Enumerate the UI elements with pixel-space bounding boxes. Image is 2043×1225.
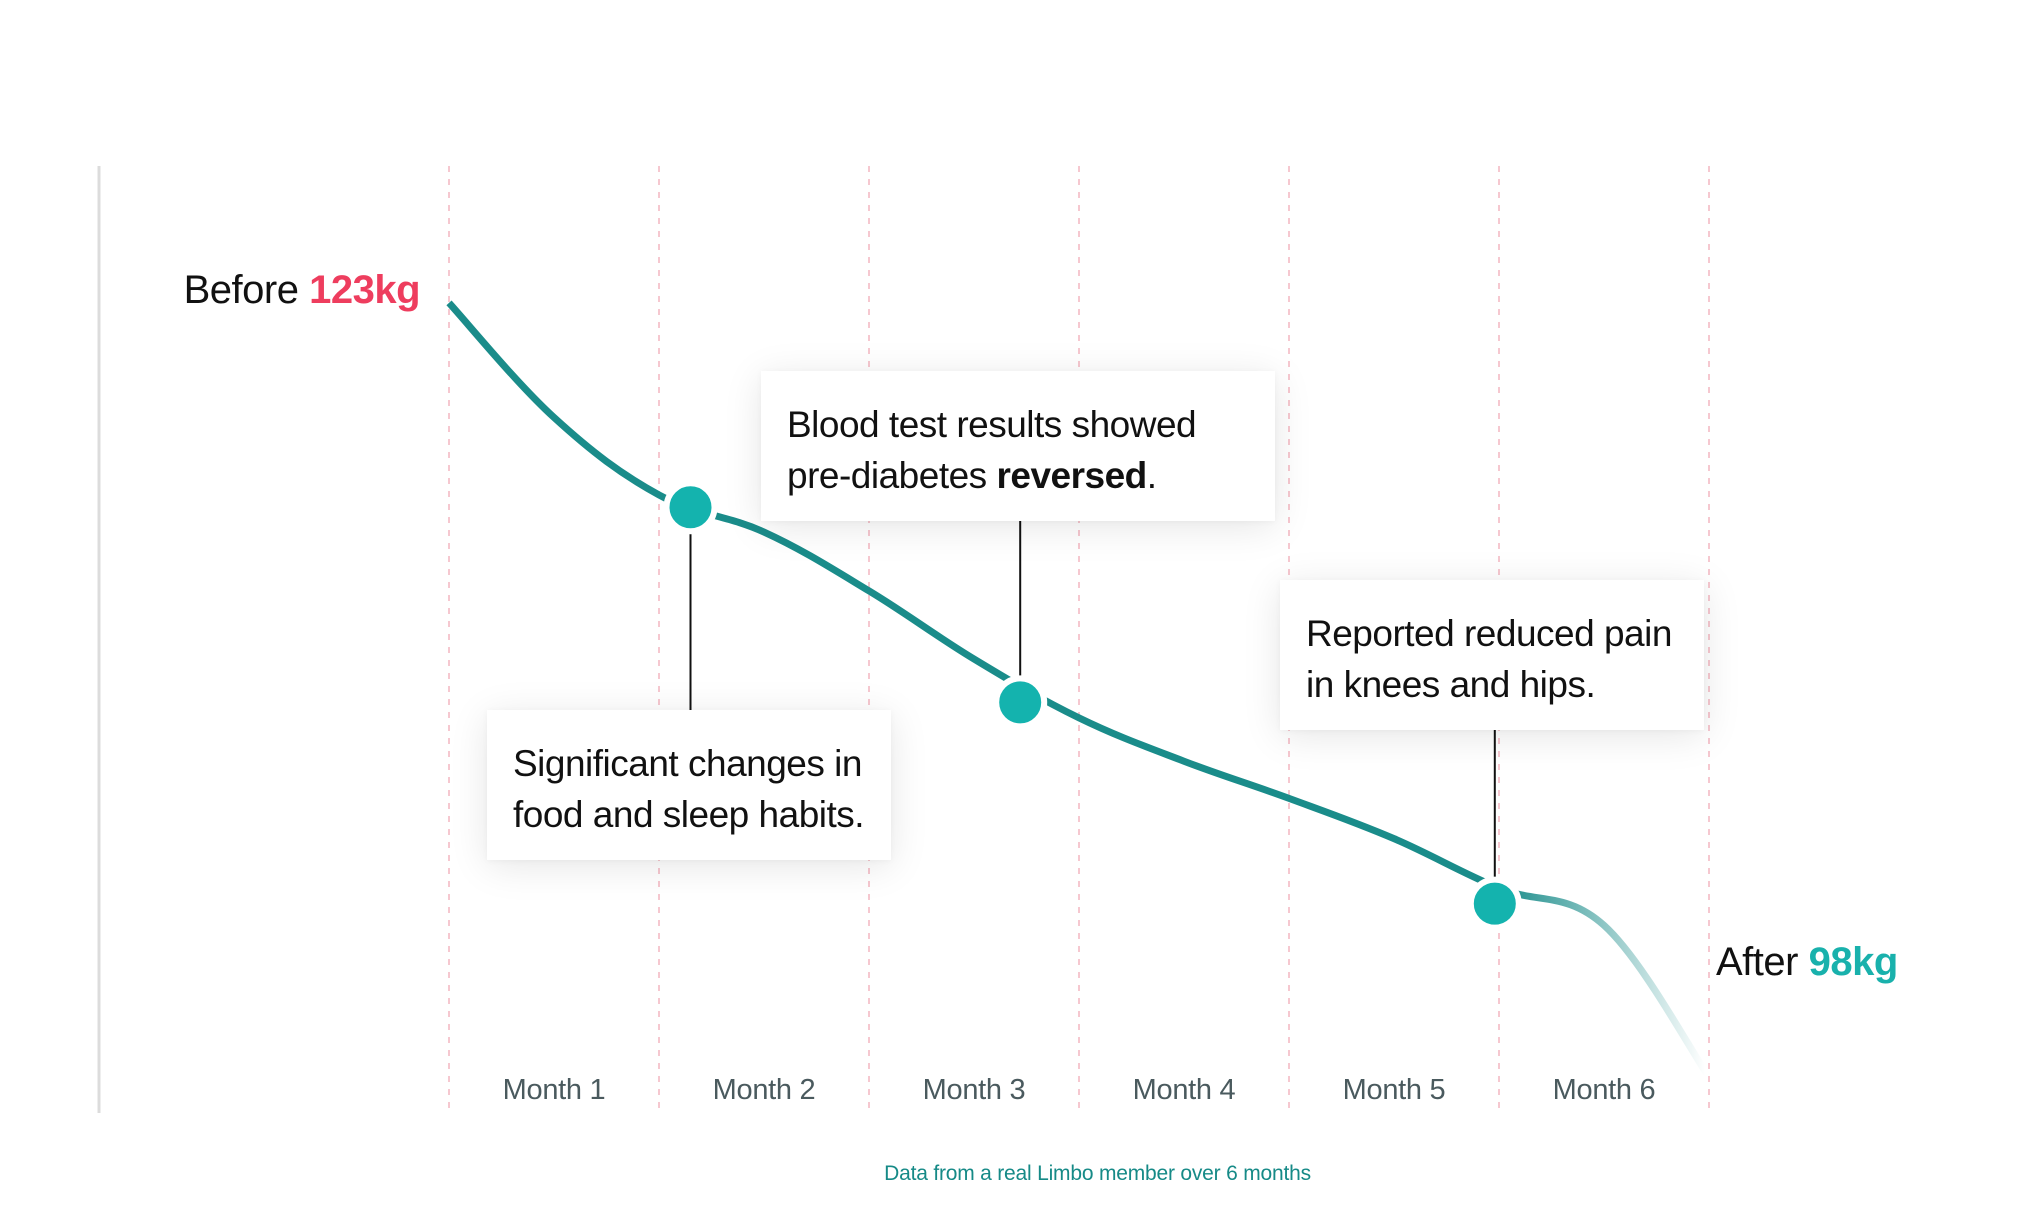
callout-habits: Significant changes in food and sleep ha… [487, 710, 891, 860]
callout-blood-test-suffix: . [1146, 455, 1157, 496]
x-tick-month-2: Month 2 [712, 1074, 816, 1106]
callout-blood-test: Blood test results showed pre-diabetes r… [761, 371, 1275, 521]
callout-blood-test-bold: reversed [996, 455, 1147, 496]
after-value: 98kg [1808, 940, 1899, 984]
before-prefix: Before [183, 268, 310, 312]
x-tick-month-5: Month 5 [1342, 1074, 1446, 1106]
before-value: 123kg [309, 268, 420, 312]
callout-blood-test-line2: pre-diabetes [787, 455, 997, 496]
callout-habits-line2: food and sleep habits. [513, 794, 865, 835]
x-tick-month-6: Month 6 [1552, 1074, 1656, 1106]
callout-blood-test-line1: Blood test results showed [787, 404, 1197, 445]
after-label: After 98kg [1716, 940, 1898, 985]
x-tick-month-4: Month 4 [1132, 1074, 1236, 1106]
before-label: Before 123kg [183, 268, 421, 313]
callout-habits-line1: Significant changes in [513, 743, 862, 784]
callout-pain-line2: in knees and hips. [1306, 664, 1596, 705]
callout-pain-line1: Reported reduced pain [1306, 613, 1672, 654]
milestone-marker-1 [663, 480, 718, 535]
x-tick-month-3: Month 3 [922, 1074, 1026, 1106]
footnote: Data from a real Limbo member over 6 mon… [884, 1162, 1311, 1185]
x-tick-month-1: Month 1 [502, 1074, 606, 1106]
after-prefix: After [1716, 940, 1809, 984]
milestone-marker-2 [993, 675, 1048, 730]
milestone-marker-3 [1467, 876, 1522, 931]
callout-pain: Reported reduced pain in knees and hips. [1280, 580, 1704, 730]
